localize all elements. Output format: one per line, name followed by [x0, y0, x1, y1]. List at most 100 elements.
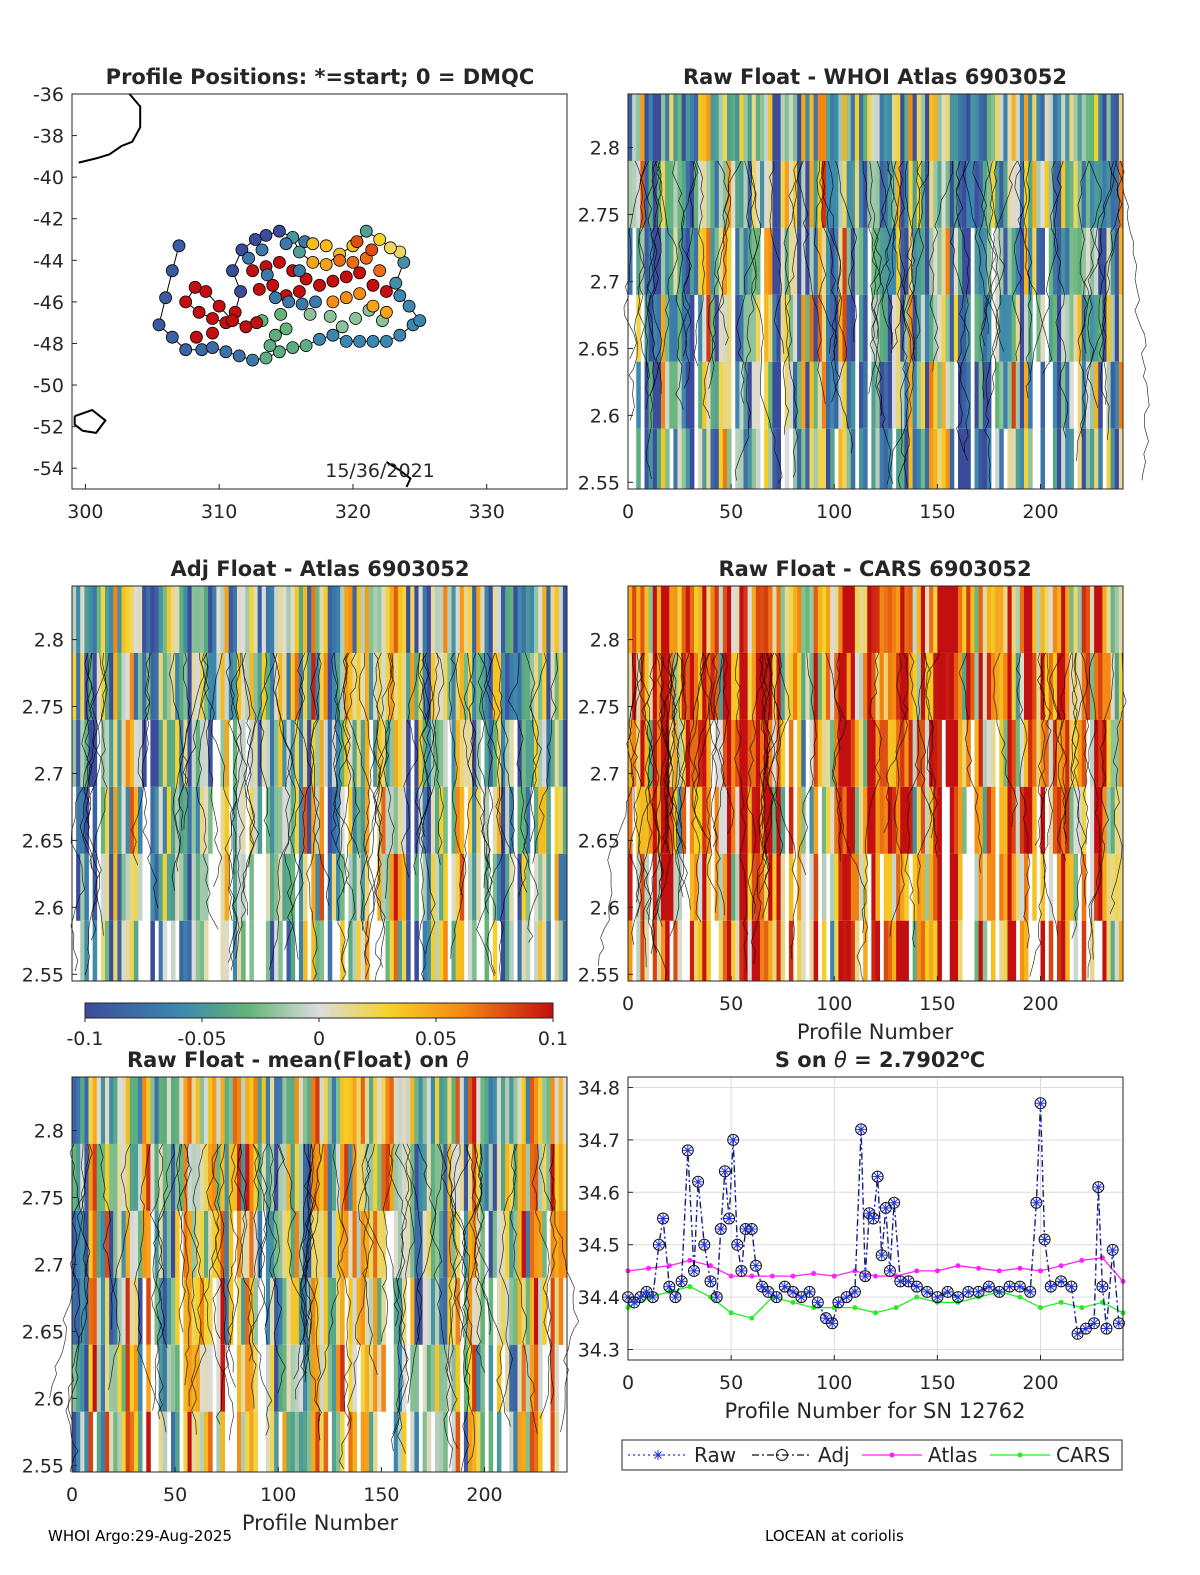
point-raw: [876, 1250, 887, 1261]
heatmap-cell: [364, 586, 370, 653]
heatmap-cell: [1065, 652, 1070, 720]
x-tick-label: 100: [260, 1484, 296, 1506]
heatmap-cell: [776, 586, 782, 653]
heatmap-cell: [727, 294, 732, 362]
heatmap-cell: [776, 160, 782, 228]
heatmap-cell: [772, 361, 777, 429]
heatmap-cell: [249, 586, 254, 653]
contour-line: [1071, 652, 1087, 939]
heatmap-cell: [846, 294, 852, 362]
heatmap-cell: [274, 719, 279, 787]
heatmap-cell: [336, 652, 341, 720]
heatmap-cell: [241, 1277, 246, 1345]
heatmap-cell: [677, 94, 683, 161]
heatmap-cell: [991, 94, 996, 161]
heatmap-cell: [278, 719, 283, 787]
heatmap-cell: [958, 428, 963, 489]
heatmap-cell: [694, 786, 699, 854]
s-on-theta-panel: S on θ = 2.7902oC 0 50 100 150 200 34.334.43…: [578, 1047, 1126, 1471]
heatmap-cell: [88, 1210, 94, 1278]
heatmap-cell: [718, 428, 724, 489]
heatmap-cell: [747, 853, 753, 921]
heatmap-cell: [751, 227, 757, 295]
contour-line: [381, 652, 395, 899]
heatmap-cell: [175, 1277, 180, 1345]
point-adj: [941, 1285, 954, 1298]
heatmap-cell: [187, 853, 193, 921]
contour-line: [450, 1143, 471, 1473]
heatmap-cell: [286, 586, 292, 653]
heatmap-cell: [294, 1411, 300, 1472]
heatmap-cell: [838, 652, 843, 720]
contour-line: [267, 1143, 286, 1394]
heatmap-cell: [451, 853, 457, 921]
heatmap-cell: [100, 920, 106, 981]
heatmap-cell: [331, 1411, 337, 1472]
heatmap-cell: [265, 1210, 271, 1278]
heatmap-cell: [150, 1143, 155, 1211]
heatmap-cell: [534, 1277, 539, 1345]
heatmap-cell: [1110, 786, 1116, 854]
heatmap-cell: [1061, 428, 1066, 489]
heatmap-cell: [1011, 227, 1017, 295]
heatmap-cell: [702, 920, 707, 981]
heatmap-cell: [883, 786, 889, 854]
heatmap-cell: [1061, 719, 1066, 787]
profile-point: [212, 299, 226, 313]
heatmap-cell: [327, 1277, 333, 1345]
heatmap-cell: [204, 586, 209, 653]
heatmap-cell: [793, 586, 798, 653]
heatmap-cell: [1036, 160, 1041, 228]
heatmap-cell: [661, 920, 666, 981]
map-y-tick-label: -52: [33, 417, 64, 439]
heatmap-cell: [459, 1143, 465, 1211]
contour-line: [481, 652, 504, 914]
heatmap-cell: [784, 361, 790, 429]
heatmap-cell: [175, 786, 180, 854]
heatmap-cell: [838, 920, 843, 981]
heatmap-cell: [208, 1277, 213, 1345]
heatmap-cell: [1081, 294, 1087, 362]
contour-line: [679, 652, 690, 850]
heatmap-cell: [1011, 586, 1017, 653]
heatmap-cell: [92, 1344, 98, 1412]
heatmap-cell: [298, 719, 304, 787]
heatmap-cell: [212, 1077, 217, 1144]
heatmap-cell: [237, 1077, 242, 1144]
heatmap-cell: [846, 586, 852, 653]
point-raw: [860, 1271, 871, 1282]
contour-line: [300, 1143, 315, 1383]
contour-line: [639, 652, 664, 953]
point-raw: [841, 1292, 852, 1303]
heatmap-cell: [430, 719, 436, 787]
heatmap-cell: [1044, 719, 1050, 787]
contour-line: [708, 160, 742, 390]
heatmap-cell: [542, 719, 547, 787]
heatmap-cell: [501, 1077, 506, 1144]
heatmap-cell: [780, 294, 786, 362]
heatmap-cell: [871, 160, 876, 228]
heatmap-cell: [722, 361, 728, 429]
heatmap-cell: [393, 853, 399, 921]
heatmap-cell: [1003, 361, 1008, 429]
heatmap-cell: [892, 227, 897, 295]
heatmap-cell: [978, 361, 984, 429]
heatmap-cell: [253, 786, 259, 854]
heatmap-cell: [941, 227, 947, 295]
heatmap-cell: [883, 428, 889, 489]
heatmap-cell: [270, 1077, 275, 1144]
point-atlas: [1058, 1263, 1064, 1269]
heatmap-cell: [393, 652, 399, 720]
heatmap-cell: [158, 853, 164, 921]
heatmap-cell: [652, 428, 658, 489]
heatmap-cell: [542, 1210, 547, 1278]
heatmap-cell: [558, 1077, 564, 1144]
heatmap-cell: [920, 719, 926, 787]
heatmap-cell: [270, 719, 275, 787]
heatmap-cell: [538, 853, 543, 921]
heatmap-cell: [319, 586, 325, 653]
heatmap-cell: [702, 786, 707, 854]
heatmap-cell: [542, 652, 547, 720]
contour-line: [759, 652, 784, 856]
